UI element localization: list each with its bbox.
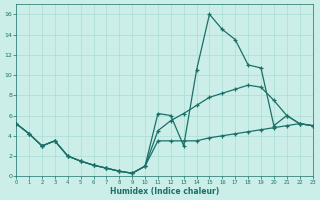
- X-axis label: Humidex (Indice chaleur): Humidex (Indice chaleur): [110, 187, 219, 196]
